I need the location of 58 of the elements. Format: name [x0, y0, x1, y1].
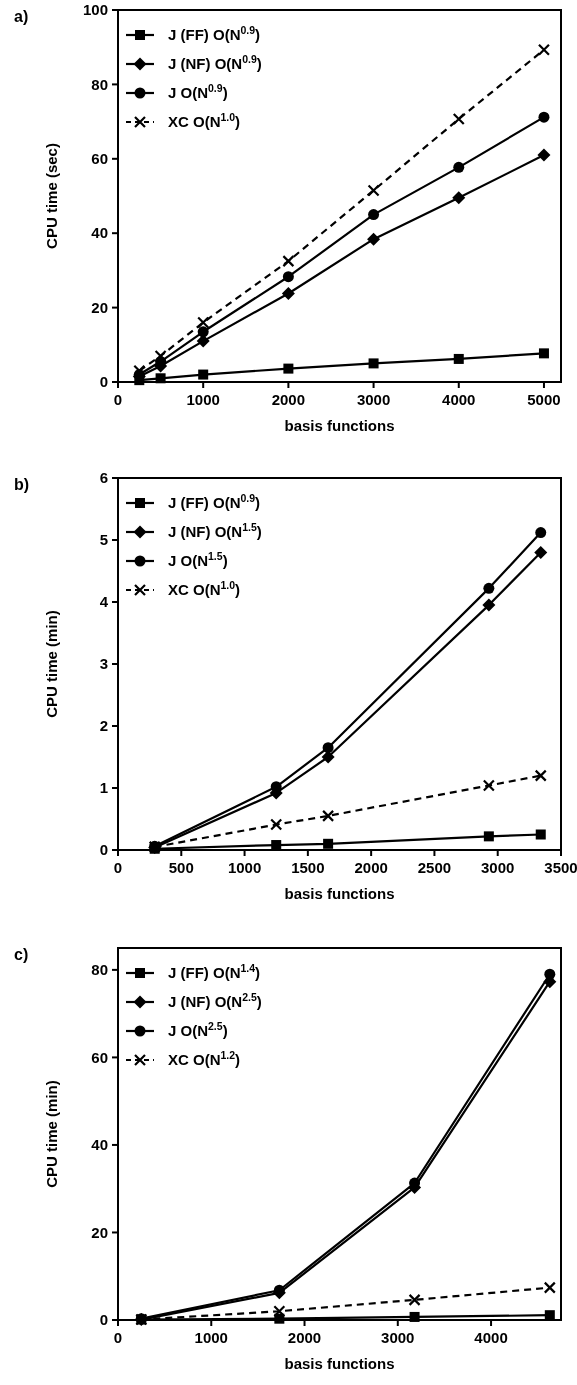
legend-label: J (FF) O(N$^{1.4}$) [168, 962, 261, 982]
x-tick-label: 3000 [381, 1329, 415, 1346]
x-tick-label: 2500 [417, 859, 452, 876]
legend-label: J (FF) O(N$^{0.9}$) [168, 24, 261, 44]
x-axis-title: basis functions [284, 885, 395, 902]
legend-label: XC O(N$^{1.0}$) [168, 111, 241, 131]
x-tick-label: 3500 [544, 859, 577, 876]
y-axis-title: CPU time (min) [43, 1080, 60, 1188]
y-tick-label: 2 [99, 717, 108, 735]
x-tick-label: 1000 [186, 391, 220, 408]
y-tick-label: 0 [99, 1311, 108, 1329]
y-tick-label: 5 [99, 531, 108, 549]
y-tick-label: 0 [99, 841, 108, 859]
x-tick-label: 3000 [356, 391, 391, 408]
chart-title: b) [14, 476, 30, 493]
x-tick-label: 2000 [354, 859, 388, 876]
chart-title: a) [14, 8, 29, 25]
x-tick-label: 0 [113, 391, 123, 408]
y-tick-label: 80 [91, 961, 108, 979]
y-axis-title: CPU time (min) [43, 610, 60, 718]
y-tick-label: 1 [99, 779, 108, 797]
legend-label: J O(N$^{1.5}$) [168, 550, 228, 570]
legend-label: J O(N$^{2.5}$) [168, 1020, 228, 1040]
y-tick-label: 20 [91, 298, 108, 316]
legend-label: J (NF) O(N$^{2.5}$) [168, 991, 262, 1011]
y-tick-label: 40 [91, 224, 108, 242]
x-tick-label: 2000 [287, 1329, 322, 1346]
x-axis-title: basis functions [284, 1355, 395, 1372]
y-tick-label: 60 [91, 1048, 108, 1066]
y-tick-label: 40 [91, 1136, 108, 1154]
x-axis-title: basis functions [284, 417, 395, 434]
y-axis-title: CPU time (sec) [43, 143, 60, 249]
y-tick-label: 100 [82, 1, 108, 19]
y-tick-label: 20 [91, 1223, 108, 1241]
x-tick-label: 3000 [481, 859, 515, 876]
x-tick-label: 5000 [527, 391, 561, 408]
x-tick-label: 0 [113, 859, 123, 876]
x-tick-label: 2000 [271, 391, 306, 408]
x-tick-label: 4000 [474, 1329, 508, 1346]
x-tick-label: 4000 [442, 391, 476, 408]
y-tick-label: 4 [99, 593, 109, 611]
legend-label: J (NF) O(N$^{1.5}$) [168, 521, 262, 541]
legend-label: J (NF) O(N$^{0.9}$) [168, 53, 262, 73]
y-tick-label: 3 [99, 655, 108, 673]
chart-title: c) [14, 946, 29, 963]
x-tick-label: 0 [113, 1329, 123, 1346]
legend-label: XC O(N$^{1.2}$) [168, 1049, 241, 1069]
x-tick-label: 1000 [194, 1329, 228, 1346]
x-tick-label: 500 [168, 859, 194, 876]
y-tick-label: 60 [91, 150, 108, 168]
y-tick-label: 0 [99, 373, 108, 391]
x-tick-label: 1000 [227, 859, 262, 876]
x-tick-label: 1500 [291, 859, 325, 876]
y-tick-label: 80 [91, 75, 108, 93]
legend-label: J O(N$^{0.9}$) [168, 82, 228, 102]
legend-label: J (FF) O(N$^{0.9}$) [168, 492, 261, 512]
y-tick-label: 6 [99, 469, 108, 487]
legend-label: XC O(N$^{1.0}$) [168, 579, 241, 599]
